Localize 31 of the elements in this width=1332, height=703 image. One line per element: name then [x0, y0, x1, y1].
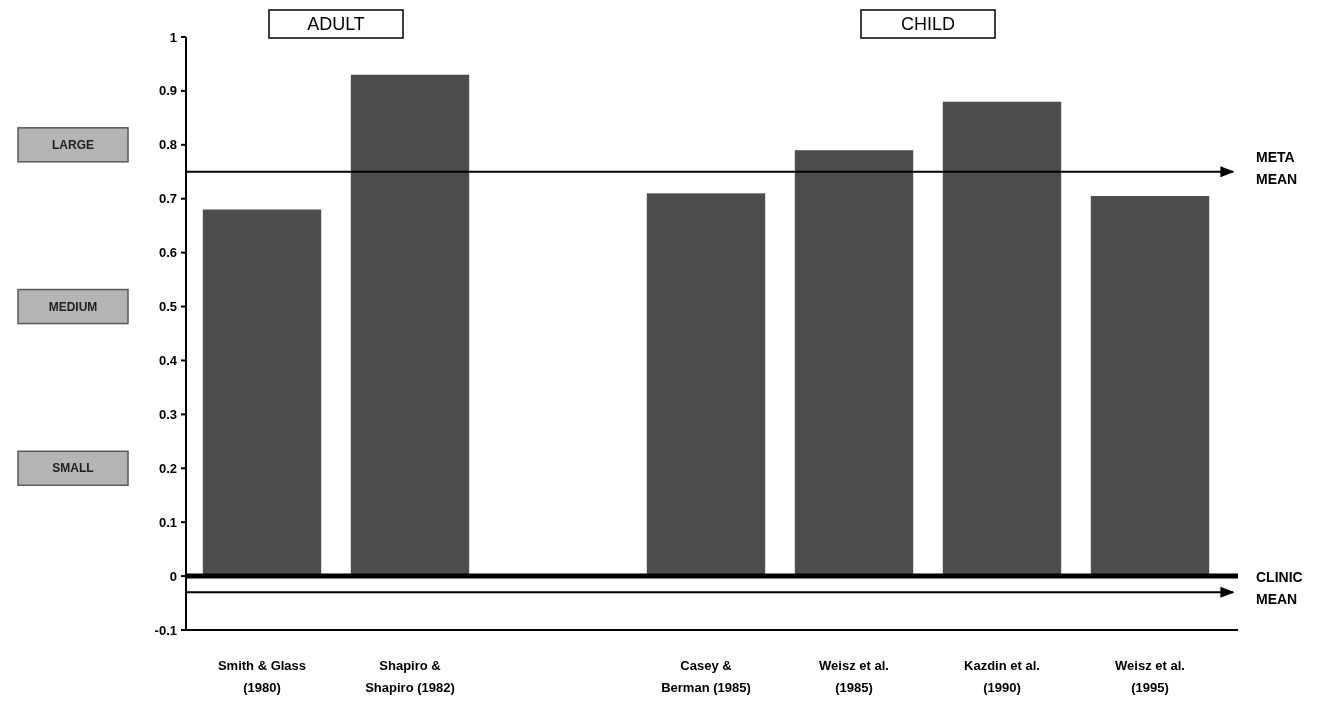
bar — [794, 150, 914, 577]
x-tick-label: Kazdin et al. (1990) — [964, 658, 1040, 695]
y-tick-label: 0.4 — [158, 353, 178, 368]
bar — [350, 74, 470, 577]
bar — [942, 101, 1062, 577]
x-tick-label: Weisz et al. (1995) — [1115, 658, 1185, 695]
ref-line-label: CLINIC MEAN — [1256, 569, 1303, 608]
y-tick-label: 0.2 — [158, 460, 177, 476]
ref-line-label: META MEAN — [1256, 148, 1298, 187]
y-tick-label: 1 — [169, 29, 177, 45]
text: LARGE — [52, 138, 94, 153]
text: CHILD — [900, 14, 956, 35]
text: ADULT — [307, 14, 365, 35]
text: MEDIUM — [48, 299, 98, 314]
y-tick-label: 0.3 — [158, 406, 177, 422]
x-tick-label: Smith & Glass (1980) — [217, 658, 307, 695]
y-tick-label: 0.5 — [158, 299, 177, 315]
bar — [202, 209, 322, 577]
y-tick-label: 0.6 — [158, 245, 177, 261]
x-tick-label: Weisz et al. (1985) — [819, 658, 889, 695]
x-tick-label: Shapiro & Shapiro (1982) — [365, 658, 455, 695]
y-tick-label: 0.7 — [158, 191, 177, 207]
text: SMALL — [52, 461, 94, 476]
x-tick-label: Casey & Berman (1985) — [661, 658, 751, 695]
y-tick-label: 0.9 — [158, 83, 177, 99]
y-tick-label: 0.1 — [158, 514, 177, 530]
bar — [646, 193, 766, 577]
y-tick-label: 0.8 — [158, 137, 177, 153]
y-tick-label: 0 — [169, 568, 177, 584]
y-tick-label: -0.1 — [154, 622, 177, 638]
bar — [1090, 196, 1210, 577]
